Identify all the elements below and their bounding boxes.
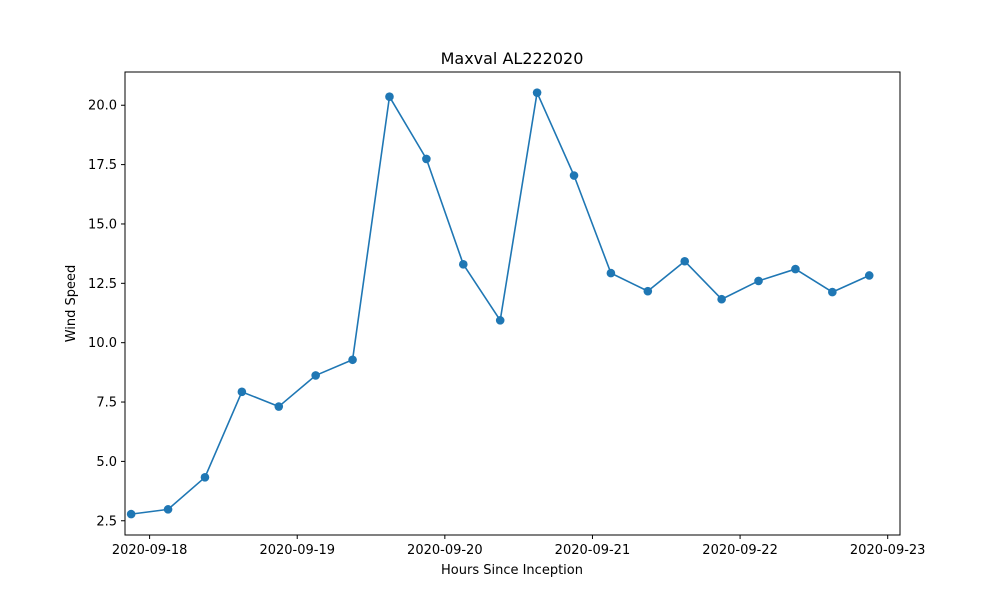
data-point [532, 88, 542, 97]
data-point [643, 286, 653, 296]
data-point [163, 505, 173, 514]
y-tick-label: 12.5 [88, 277, 117, 292]
data-point [791, 264, 800, 274]
data-point [274, 402, 284, 411]
y-tick-label: 2.5 [96, 514, 117, 529]
data-point [200, 473, 210, 482]
y-axis-label: Wind Speed [64, 265, 79, 343]
x-tick-label: 2020-09-23 [850, 543, 926, 558]
y-tick-label: 15.0 [88, 217, 117, 232]
x-tick-label: 2020-09-21 [555, 543, 631, 558]
data-point [348, 355, 357, 365]
plot-frame [124, 71, 901, 536]
data-point [680, 256, 690, 266]
data-point [385, 92, 394, 101]
x-tick-label: 2020-09-19 [259, 543, 335, 558]
x-tick-label: 2020-09-22 [702, 543, 778, 558]
data-point [828, 287, 837, 297]
x-tick-label: 2020-09-20 [407, 543, 483, 558]
data-point [864, 271, 874, 280]
data-point [422, 154, 431, 164]
x-axis-ticks: 2020-09-18 2020-09-19 2020-09-20 2020-09-21… [112, 535, 926, 558]
data-point [495, 316, 505, 325]
data-point [458, 260, 468, 269]
data-point [126, 509, 136, 519]
y-tick-label: 5.0 [96, 455, 117, 470]
series-marks [126, 88, 874, 519]
chart-title: Maxval AL222020 [441, 49, 584, 68]
data-point [237, 387, 247, 397]
data-point [754, 276, 763, 286]
y-tick-label: 17.5 [88, 158, 117, 173]
y-tick-label: 10.0 [88, 336, 117, 351]
y-axis-ticks: 2.5 5.0 7.5 10.0 12.5 15.0 17.5 20.0 [88, 99, 125, 529]
data-point [569, 171, 579, 180]
data-point [717, 294, 726, 304]
data-point [606, 268, 616, 278]
x-axis-label: Hours Since Inception [441, 563, 583, 578]
y-tick-label: 7.5 [96, 396, 117, 411]
x-tick-label: 2020-09-18 [112, 543, 188, 558]
y-tick-label: 20.0 [88, 99, 117, 114]
data-point [311, 371, 320, 380]
